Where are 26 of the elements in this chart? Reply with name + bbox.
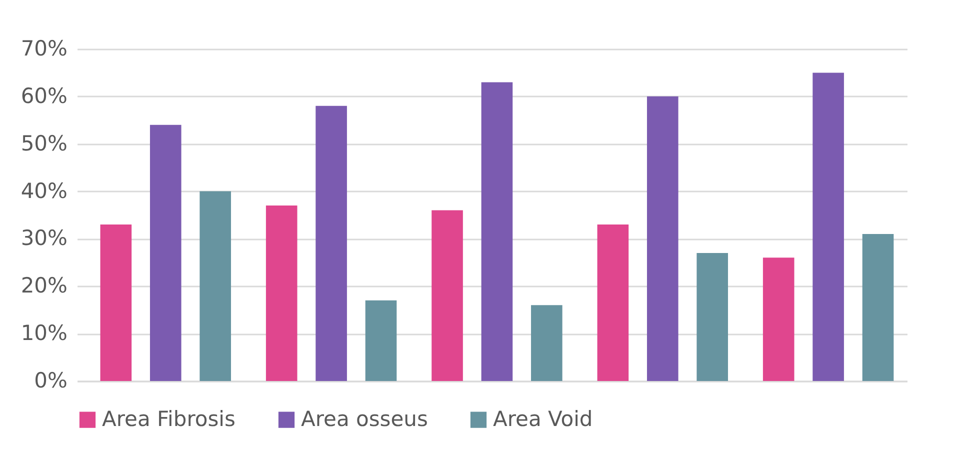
bar [365, 300, 397, 381]
bar [481, 82, 513, 381]
bar [646, 96, 678, 381]
y-tick-label: 10% [20, 321, 68, 346]
legend-label: Area Fibrosis [102, 406, 236, 431]
legend-label: Area osseus [301, 406, 428, 431]
y-tick-label: 20% [20, 274, 68, 298]
bar [266, 206, 298, 381]
y-tick-label: 40% [20, 178, 68, 203]
bar [200, 191, 231, 381]
y-tick-label: 30% [20, 226, 68, 250]
bar [597, 224, 629, 381]
bar [316, 106, 347, 381]
legend-label: Area Void [493, 406, 593, 431]
bar [100, 224, 132, 381]
bar [762, 258, 794, 381]
y-tick-label: 70% [20, 36, 68, 60]
bar [150, 124, 182, 381]
y-tick-label: 0% [34, 368, 68, 392]
y-tick-label: 50% [20, 131, 68, 156]
y-tick-label: 60% [20, 84, 68, 108]
bar [432, 210, 463, 381]
bar [862, 234, 894, 381]
bar [812, 72, 844, 381]
bar [531, 305, 562, 381]
bar [696, 252, 728, 381]
